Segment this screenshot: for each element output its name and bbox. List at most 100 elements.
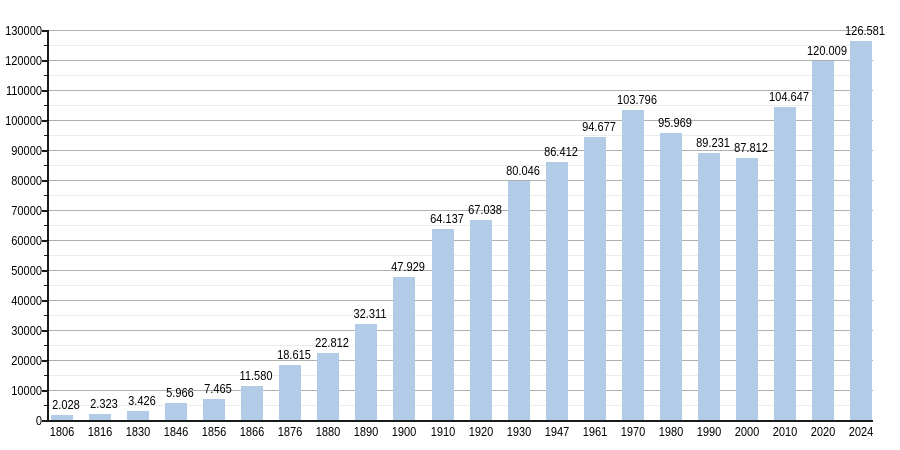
gridline-minor <box>48 255 873 256</box>
bar <box>51 414 73 421</box>
y-axis-minor-tick <box>44 255 48 256</box>
gridline-major <box>48 180 873 181</box>
y-axis-tick-label: 10000 <box>11 383 42 398</box>
gridline-minor <box>48 315 873 316</box>
y-axis-tick-label: 120000 <box>5 53 42 68</box>
x-axis-year-label: 1806 <box>49 424 75 439</box>
bar <box>773 107 796 421</box>
x-axis-year-label: 1947 <box>544 424 569 439</box>
gridline-minor <box>48 105 873 106</box>
bar-value-label: 7.465 <box>204 380 233 396</box>
x-axis-year-label: 1961 <box>582 424 607 439</box>
y-axis-minor-tick <box>44 105 48 106</box>
y-axis-line <box>47 30 49 422</box>
x-axis-year-label: 1910 <box>430 424 455 439</box>
y-axis-minor-tick <box>44 45 48 46</box>
x-axis-line <box>47 420 873 422</box>
y-axis-major-tick <box>42 420 48 422</box>
gridline-minor <box>48 225 873 226</box>
gridline-major <box>48 210 873 211</box>
bar-value-label: 3.426 <box>128 392 156 408</box>
y-axis-tick-label: 20000 <box>11 353 42 368</box>
x-axis-year-label: 2000 <box>734 424 760 439</box>
y-axis-major-tick <box>42 360 48 362</box>
bar-value-label: 64.137 <box>429 210 464 226</box>
y-axis-minor-tick <box>44 405 48 406</box>
y-axis-major-tick <box>42 150 48 152</box>
gridline-major <box>48 390 873 391</box>
x-axis-year-label: 1830 <box>125 424 151 439</box>
bar <box>850 41 873 421</box>
y-axis-tick-label: 50000 <box>11 263 42 278</box>
bar-value-label: 89.231 <box>695 135 730 151</box>
bar <box>583 136 606 421</box>
x-axis-year-label: 1846 <box>163 424 189 439</box>
x-axis-year-label: 1890 <box>354 424 379 439</box>
y-axis-major-tick <box>42 30 48 32</box>
y-axis-tick-label: 30000 <box>11 323 42 338</box>
gridline-minor <box>48 45 873 46</box>
gridline-major <box>48 240 873 241</box>
gridline-major <box>48 60 873 61</box>
bar <box>393 277 416 421</box>
y-axis-minor-tick <box>44 315 48 316</box>
gridline-minor <box>48 135 873 136</box>
bar <box>431 228 454 421</box>
bar <box>659 133 682 421</box>
bar <box>241 386 264 421</box>
bar <box>697 153 720 421</box>
y-axis-minor-tick <box>44 375 48 376</box>
y-axis-tick-label: 80000 <box>11 173 42 188</box>
y-axis-major-tick <box>42 90 48 92</box>
x-axis-year-label: 1880 <box>316 424 341 439</box>
gridline-major <box>48 330 873 331</box>
bar-value-label: 2.028 <box>52 396 80 412</box>
x-axis-year-label: 2010 <box>772 424 798 439</box>
bar <box>203 398 226 421</box>
y-axis-minor-tick <box>44 135 48 136</box>
bar <box>621 109 644 421</box>
gridline-minor <box>48 75 873 76</box>
gridline-major <box>48 300 873 301</box>
y-axis-major-tick <box>42 240 48 242</box>
bar <box>507 180 530 421</box>
x-axis-year-label: 1900 <box>392 424 417 439</box>
bar <box>165 403 188 421</box>
bar <box>279 365 302 421</box>
x-axis-year-label: 2024 <box>848 424 874 439</box>
gridline-minor <box>48 165 873 166</box>
bar-value-label: 67.038 <box>467 201 502 217</box>
gridline-minor <box>48 195 873 196</box>
bar-value-label: 87.812 <box>733 139 768 155</box>
bar <box>127 410 150 421</box>
gridline-minor <box>48 345 873 346</box>
x-axis-year-label: 1866 <box>239 424 265 439</box>
gridline-minor <box>48 375 873 376</box>
bar <box>317 352 340 421</box>
y-axis-minor-tick <box>44 345 48 346</box>
y-axis-tick-label: 0 <box>35 413 42 428</box>
x-axis-year-label: 1970 <box>620 424 646 439</box>
bar-value-label: 126.581 <box>845 23 886 39</box>
bar-value-label: 2.323 <box>90 396 118 412</box>
gridline-minor <box>48 285 873 286</box>
bar-value-label: 120.009 <box>807 42 847 58</box>
bar-value-label: 18.615 <box>277 347 312 363</box>
bar <box>89 414 112 421</box>
bar-value-label: 11.580 <box>239 368 273 384</box>
y-axis-tick-label: 40000 <box>11 293 42 308</box>
bar-value-label: 5.966 <box>166 385 194 401</box>
bar-value-label: 104.647 <box>768 89 809 105</box>
x-axis-year-label: 1876 <box>277 424 303 439</box>
y-axis-major-tick <box>42 210 48 212</box>
bar <box>469 219 492 421</box>
y-axis-major-tick <box>42 390 48 392</box>
bar-value-label: 86.412 <box>543 143 578 159</box>
bar-value-label: 94.677 <box>581 118 616 134</box>
gridline-major <box>48 30 873 31</box>
gridline-major <box>48 90 873 91</box>
y-axis-minor-tick <box>44 195 48 196</box>
y-axis-major-tick <box>42 270 48 272</box>
x-axis-year-label: 2020 <box>810 424 836 439</box>
y-axis-minor-tick <box>44 75 48 76</box>
